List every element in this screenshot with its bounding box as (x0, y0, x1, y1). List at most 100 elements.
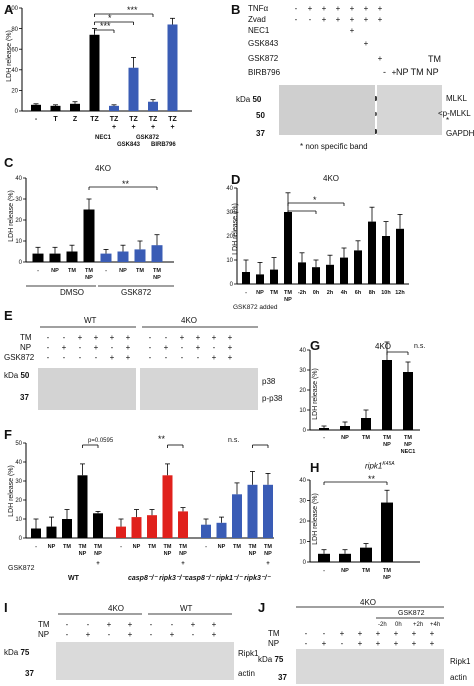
g-bar (340, 426, 350, 430)
j-row-tm: TM (268, 629, 280, 638)
c-bar (151, 245, 163, 262)
d-xtick-label: 8h (369, 290, 376, 296)
j-time-2: +2h (413, 622, 424, 628)
i-kda: kDa 75 (4, 649, 29, 657)
b-kda-50a: 50 (252, 95, 262, 104)
i-sign-tm: - (171, 620, 174, 629)
f-bar (77, 475, 88, 538)
j-sign-np: + (430, 639, 435, 648)
g-bar (319, 428, 329, 430)
a-bar (89, 34, 100, 111)
a-ytick-label: 40 (11, 68, 18, 74)
e-sign-tm: + (126, 333, 131, 342)
j-sign-np: - (341, 639, 344, 648)
b-sign-tnfa: + (322, 4, 327, 13)
f-xtick-label: TM (94, 544, 102, 550)
d-ytick-label: 10 (226, 258, 233, 264)
b-sign-zvad: - (295, 15, 298, 24)
c-xtick-label: TM (68, 268, 76, 274)
f-ytick-label: 50 (15, 441, 22, 447)
i-sign-tm: + (107, 620, 112, 629)
d-xtick-label: -2h (298, 290, 307, 296)
h-ylabel: LDH release (%) (311, 493, 319, 545)
c-bar (49, 253, 61, 262)
f-xtick-label: TM (264, 544, 272, 550)
d-bar (298, 262, 306, 284)
j-time-3: +4h (430, 622, 441, 628)
e-sign-gsk: - (95, 353, 98, 362)
g-ylabel: LDH release (%) (311, 368, 319, 420)
c-xtick-label: TM (136, 268, 144, 274)
e-sign-gsk: - (63, 353, 66, 362)
e-sign-np: - (79, 343, 82, 352)
g-bar (403, 372, 413, 430)
i-wt: WT (180, 604, 193, 613)
i-sign-tm: - (150, 620, 153, 629)
i-sign-np: - (192, 630, 195, 639)
d-bar (326, 264, 334, 284)
a-sub-gsk843: GSK843 (117, 142, 141, 148)
f-xtick-label: NP (249, 551, 257, 557)
j-gsk: GSK872 (398, 610, 425, 617)
f-gsk-mark: + (181, 561, 185, 567)
e-sign-tm: - (63, 333, 66, 342)
f-xtick-label: NP (48, 544, 56, 550)
e-sign-tm: - (165, 333, 168, 342)
g-xtick-label: TM (383, 435, 391, 441)
h-bar (318, 553, 330, 562)
b-sign-zvad: - (309, 15, 312, 24)
a-xtick-label: TZ (110, 116, 119, 123)
f-xtick-label: TM (164, 544, 172, 550)
h-ytick-label: 0 (303, 560, 307, 566)
b-sign-tnfa: + (378, 4, 383, 13)
f-xtick-label: NP (164, 551, 172, 557)
b-np-tm-np: NP TM NP (396, 67, 439, 77)
f-pval: p=0.0595 (88, 438, 114, 444)
d-bar (340, 257, 348, 284)
a-ytick-label: 100 (8, 6, 19, 12)
f-xtick-label: TM (179, 544, 187, 550)
d-bar (242, 272, 250, 284)
d-xtick-label: 6h (355, 290, 362, 296)
g-xtick-label: TM (362, 435, 370, 441)
b-sign-tnfa: + (350, 4, 355, 13)
c-ytick-label: 40 (15, 176, 22, 182)
e-sign-np: - (213, 343, 216, 352)
e-band-pp38: p-p38 (262, 394, 283, 403)
panel-label-b: B (231, 2, 241, 17)
b-dash: - (383, 67, 386, 77)
e-sign-gsk: + (212, 353, 217, 362)
g-ns: n.s. (414, 343, 426, 350)
h-bar (381, 502, 393, 562)
d-xtick-label: 0h (313, 290, 320, 296)
i-kda-75: 75 (20, 648, 30, 657)
g-xtick-label: NP (383, 442, 391, 448)
h-xtick-label: NP (341, 568, 349, 574)
e-sign-gsk: - (149, 353, 152, 362)
b-tm: TM (428, 54, 441, 64)
f-bar (263, 484, 273, 538)
f-gsk-mark: + (96, 561, 100, 567)
j-sign-tm: + (376, 629, 381, 638)
d-xtick-label: - (245, 290, 247, 296)
i-kda-37: 37 (25, 669, 34, 678)
e-kda-37: 37 (20, 393, 29, 402)
g-title: 4KO (375, 342, 392, 351)
e-wt: WT (84, 316, 97, 325)
h-title: ripk1K45A (365, 460, 395, 471)
i-blot (56, 642, 234, 680)
c-xtick-label: NP (85, 275, 93, 281)
i-sign-np: - (108, 630, 111, 639)
b-sign-tnfa: + (308, 4, 313, 13)
e-sign-np: - (181, 343, 184, 352)
e-sign-np: + (126, 343, 131, 352)
e-sign-np: + (62, 343, 67, 352)
f-xtick-label: NP (179, 551, 187, 557)
b-sign-birb: + (392, 68, 397, 77)
j-band-ripk1: Ripk1 (450, 657, 471, 666)
c-xtick-label: NP (153, 275, 161, 281)
b-band-star: * (446, 116, 450, 125)
h-ytick-label: 20 (299, 519, 306, 525)
h-title-sup: K45A (382, 461, 395, 467)
d-bar (354, 250, 362, 284)
